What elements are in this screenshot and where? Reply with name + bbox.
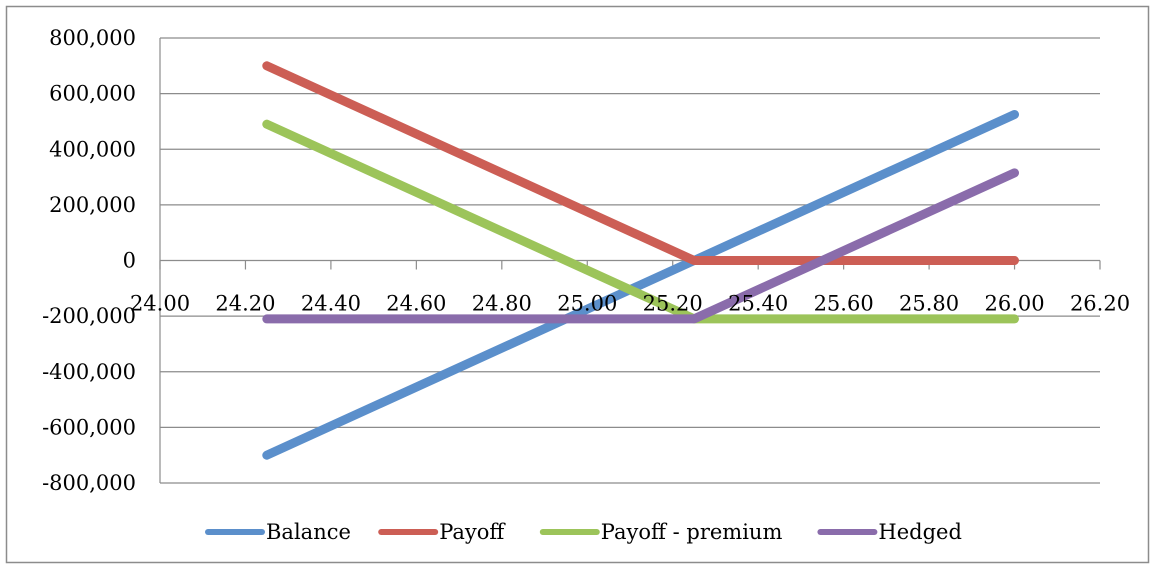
x-tick-label: 24.80 xyxy=(472,292,532,316)
series-lines xyxy=(262,61,1019,460)
x-tick-label: 25.80 xyxy=(899,292,959,316)
x-tick-label: 26.00 xyxy=(984,292,1044,316)
series-line-hedged xyxy=(262,168,1019,324)
legend-label: Hedged xyxy=(878,520,962,544)
x-tick-label: 24.40 xyxy=(301,292,361,316)
legend-item: Payoff - premium xyxy=(539,520,783,544)
y-tick-label: 600,000 xyxy=(49,82,136,106)
legend-label: Payoff - premium xyxy=(601,520,783,544)
x-tick-label: 24.20 xyxy=(215,292,275,316)
x-tick-label: 25.60 xyxy=(814,292,874,316)
y-tick-label: 800,000 xyxy=(49,26,136,50)
legend-label: Balance xyxy=(266,520,351,544)
x-tick-label: 24.60 xyxy=(386,292,446,316)
series-line-balance xyxy=(262,110,1019,460)
legend-label: Payoff xyxy=(439,520,506,544)
series-line-payoff xyxy=(262,61,1019,265)
legend: Balance Payoff Payoff - premium Hedged xyxy=(205,520,962,544)
y-tick-label: -200,000 xyxy=(42,304,136,328)
x-tick-label: 26.20 xyxy=(1070,292,1130,316)
x-tick-label: 25.20 xyxy=(643,292,703,316)
x-tick-labels: 24.00 24.20 24.40 24.60 24.80 25.00 25.20 25.40… xyxy=(130,292,1130,316)
legend-item: Hedged xyxy=(817,520,962,544)
y-tick-label: -600,000 xyxy=(42,415,136,439)
x-tick-label: 25.40 xyxy=(728,292,788,316)
x-tick-label: 25.00 xyxy=(557,292,617,316)
y-tick-label: 0 xyxy=(123,249,136,273)
y-tick-label: -800,000 xyxy=(42,471,136,495)
x-tick-label: 24.00 xyxy=(130,292,190,316)
legend-item: Balance xyxy=(205,520,351,544)
y-tick-labels: 800,000 600,000 400,000 200,000 0 -200,000 -40… xyxy=(42,26,136,495)
y-tick-label: 200,000 xyxy=(49,193,136,217)
y-tick-label: 400,000 xyxy=(49,137,136,161)
chart-border xyxy=(5,5,1150,564)
y-tick-label: -400,000 xyxy=(42,360,136,384)
legend-item: Payoff xyxy=(378,520,506,544)
